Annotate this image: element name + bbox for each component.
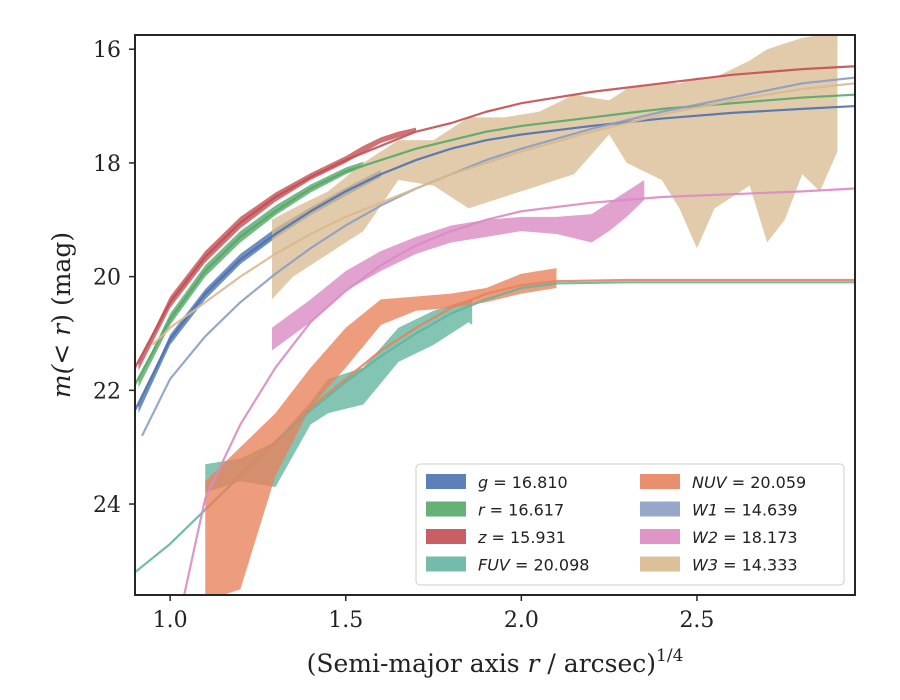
x-tick-label: 1.5 (328, 608, 363, 633)
band-w3 (271, 35, 838, 300)
line-w3 (151, 82, 855, 346)
x-axis-label-unit: / arcsec) (539, 649, 656, 678)
y-tick-label: 18 (93, 152, 121, 177)
legend-swatch-nuv (640, 474, 680, 489)
x-axis-label-var: r (528, 649, 542, 678)
y-tick-label: 24 (93, 493, 121, 518)
legend-label-w2: W2 = 18.173 (692, 528, 798, 547)
x-tick-label: 1.0 (153, 608, 188, 633)
ticks-layer: 1.0 1.5 2.0 2.5 16 18 20 22 24 (93, 38, 714, 633)
line-w2 (183, 187, 855, 595)
y-axis-label-var: < r (47, 322, 76, 365)
legend-swatch-w3 (640, 556, 680, 572)
y-axis-label-main: m( (47, 363, 76, 398)
legend-label-fuv: FUV = 20.098 (478, 556, 589, 575)
legend-label-w3: W3 = 14.333 (692, 556, 798, 575)
legend-swatch-g (426, 474, 466, 489)
y-tick-label: 22 (93, 379, 121, 404)
x-axis-label-exponent: 1/4 (656, 646, 683, 666)
legend-label-g: g = 16.810 (478, 473, 568, 492)
legend-label-w1: W1 = 14.639 (692, 501, 798, 520)
legend-box (415, 463, 845, 586)
line-nuv (204, 278, 855, 511)
legend-swatch-fuv (426, 556, 466, 572)
legend-swatch-w1 (640, 501, 680, 517)
band-w2 (271, 179, 645, 351)
y-axis-label: m(< r) (mag) (47, 232, 76, 398)
lines-layer (135, 65, 855, 595)
y-tick-label: 20 (93, 266, 121, 291)
legend-label-z: z = 15.931 (477, 528, 566, 547)
legend: g = 16.810 r = 16.617 z = 15.931 FUV = 20.0… (415, 463, 845, 586)
x-tick-label: 2.5 (679, 608, 714, 633)
legend-swatch-z (426, 529, 466, 544)
y-axis-label-tail: ) (mag) (47, 232, 76, 324)
x-axis-label-main: (Semi-major axis (307, 649, 528, 678)
plot-frame (134, 34, 856, 596)
legend-swatch-w2 (640, 529, 680, 544)
band-nuv (205, 268, 557, 595)
y-tick-label: 16 (93, 38, 121, 63)
x-tick-label: 2.0 (504, 608, 539, 633)
x-axis-label: (Semi-major axis r / arcsec)1/4 (307, 646, 684, 678)
line-g (135, 104, 855, 411)
legend-label-nuv: NUV = 20.059 (692, 473, 806, 492)
legend-label-r: r = 16.617 (478, 501, 564, 520)
line-z (135, 65, 855, 369)
legend-swatch-r (426, 501, 466, 517)
